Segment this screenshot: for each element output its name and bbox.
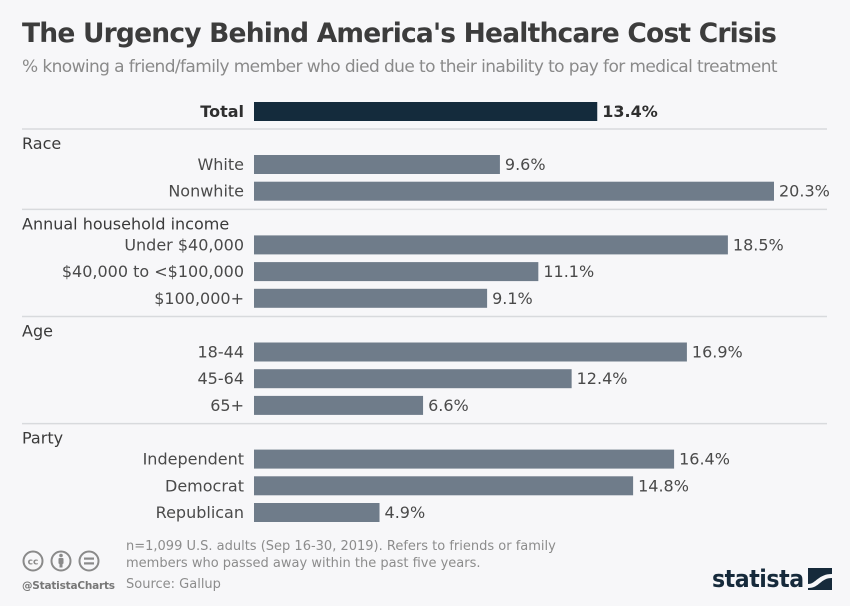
value-label-nonwhite: 20.3% [779,182,830,201]
source-label: Source: Gallup [126,577,221,592]
bar-chart: Total 13.4% Race White 9.6% Nonwhite 20.3% Annu… [22,102,830,522]
bar-45-64 [254,369,572,389]
value-label-45-64: 12.4% [577,369,628,388]
category-label-18-44: 18-44 [198,343,245,362]
category-label-democrat: Democrat [165,476,244,495]
bar-under-40-000 [254,235,728,255]
category-label-40-000-to-100-000: $40,000 to <$100,000 [62,262,244,281]
bar-democrat [254,476,634,496]
category-label-total: Total [200,102,244,121]
value-label-total: 13.4% [602,102,658,121]
bar-100-000 [254,288,488,308]
logo-text: statista [712,565,804,593]
no-derivatives-icon [78,550,100,572]
chart-subtitle: % knowing a friend/family member who die… [22,57,778,77]
category-label-nonwhite: Nonwhite [168,182,244,201]
value-label-100-000: 9.1% [492,289,533,308]
chart-title: The Urgency Behind America's Healthcare … [22,18,777,49]
category-label-45-64: 45-64 [198,369,245,388]
value-label-under-40-000: 18.5% [733,235,784,254]
license-icons: cc [22,550,104,578]
twitter-handle: @StatistaCharts [22,580,115,592]
cc-icon: cc [22,550,44,572]
attribution-icon [50,550,72,572]
bar-65 [254,395,424,415]
value-label-white: 9.6% [505,155,546,174]
group-label-race: Race [22,134,61,153]
category-label-white: White [197,155,244,174]
group-label-party: Party [22,429,63,448]
bar-republican [254,503,380,522]
bar-total [254,102,598,121]
svg-text:cc: cc [28,558,39,568]
category-label-under-40-000: Under $40,000 [124,235,244,254]
value-label-democrat: 14.8% [638,476,689,495]
group-label-annual-household-income: Annual household income [22,214,229,233]
bar-independent [254,449,675,469]
bar-nonwhite [254,181,774,201]
value-label-republican: 4.9% [385,503,426,522]
value-label-65: 6.6% [428,396,469,415]
statista-logo-icon [807,568,832,590]
category-label-100-000: $100,000+ [154,289,244,308]
group-label-age: Age [22,322,53,341]
category-label-republican: Republican [156,503,244,522]
footnote: n=1,099 U.S. adults (Sep 16-30, 2019). R… [126,539,556,571]
value-label-40-000-to-100-000: 11.1% [543,262,594,281]
bar-white [254,155,500,174]
bar-18-44 [254,342,687,362]
category-label-65: 65+ [210,396,244,415]
value-label-18-44: 16.9% [692,343,743,362]
statista-logo[interactable]: statista [712,565,832,593]
value-label-independent: 16.4% [679,450,730,469]
category-label-independent: Independent [143,450,244,469]
bar-40-000-to-100-000 [254,262,539,282]
